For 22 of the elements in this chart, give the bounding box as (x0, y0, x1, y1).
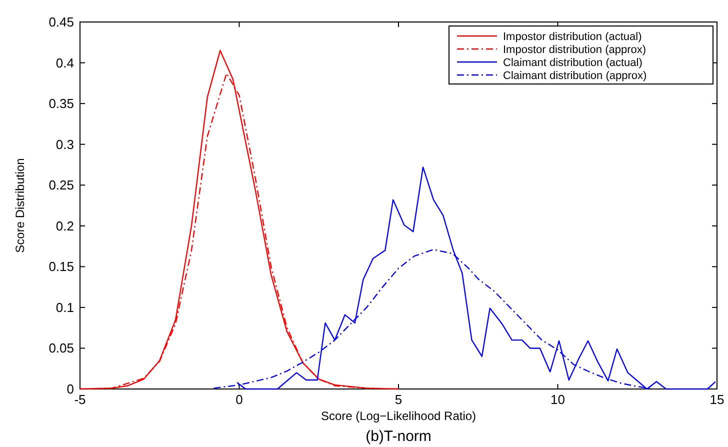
y-tick-label: 0.35 (48, 96, 74, 112)
y-tick-label: 0.15 (48, 259, 74, 274)
x-tick-label: 15 (710, 392, 724, 407)
y-tick-label: 0.25 (48, 178, 74, 193)
legend-label: Claimant distribution (approx) (503, 70, 647, 82)
text: (b)T-norm (366, 428, 432, 445)
x-tick-label: -5 (74, 392, 86, 407)
y-tick-label: 0.2 (56, 218, 74, 234)
y-tick-label: 0 (66, 382, 74, 396)
y-tick-label: 0.4 (56, 55, 74, 70)
legend-label: Impostor distribution (approx) (503, 44, 646, 56)
y-tick-label: 0.1 (56, 300, 74, 315)
y-tick-label: 0.3 (56, 136, 74, 152)
y-axis-title: Score Distribution (13, 158, 27, 253)
x-tick-label: 10 (550, 392, 565, 407)
x-tick-label: 0 (236, 392, 243, 407)
y-tick-label: 0.05 (48, 340, 74, 356)
y-tick-label: 0.45 (48, 14, 74, 30)
x-axis-title: Score (Log−Likelihood Ratio) (320, 409, 476, 423)
legend-label: Impostor distribution (actual) (503, 31, 642, 43)
legend-label: Claimant distribution (actual) (503, 57, 642, 69)
x-tick-label: 5 (394, 392, 402, 407)
